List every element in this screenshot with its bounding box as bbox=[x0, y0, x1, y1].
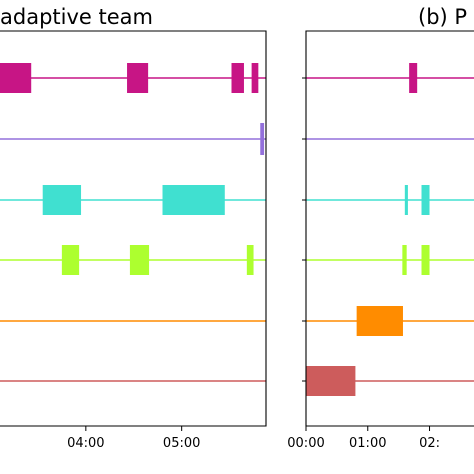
panel-b-plot-area bbox=[306, 63, 474, 396]
panel-b-row-2-segment-0 bbox=[404, 185, 408, 215]
panel-b-row-3-segment-0 bbox=[402, 245, 407, 275]
panel-a-row-0-segment-1 bbox=[127, 63, 149, 93]
panel-a-xtick-label-1: 05:00 bbox=[163, 436, 200, 451]
panel-b-row-2-segment-1 bbox=[421, 185, 430, 215]
panel-a-row-0-segment-2 bbox=[231, 63, 244, 93]
panel-a-frame bbox=[0, 30, 267, 427]
panel-b-xtick-label-1: 01:00 bbox=[349, 436, 386, 451]
panel-b: (b) P 00:00 01:00 02: bbox=[287, 5, 474, 451]
panel-a-row-2-segment-0 bbox=[42, 185, 82, 215]
panel-a: adaptive team 04:00 05:00 bbox=[0, 5, 267, 451]
panel-a-plot-area bbox=[0, 63, 266, 382]
panel-b-row-4-segment-0 bbox=[356, 306, 403, 336]
panel-a-row-0-segment-0 bbox=[0, 63, 32, 93]
panel-a-title: adaptive team bbox=[0, 5, 153, 29]
panel-b-xtick-label-2: 02: bbox=[419, 436, 440, 451]
panel-a-row-1-segment-0 bbox=[260, 123, 265, 155]
panel-a-xtick-label-0: 04:00 bbox=[67, 436, 104, 451]
panel-b-xtick-label-0: 00:00 bbox=[287, 436, 324, 451]
panel-b-row-0-segment-0 bbox=[409, 63, 418, 93]
panel-a-row-2-segment-1 bbox=[162, 185, 225, 215]
panel-a-row-0-segment-3 bbox=[251, 63, 259, 93]
panel-b-frame bbox=[305, 30, 474, 427]
panel-b-row-5-segment-0 bbox=[306, 366, 356, 396]
panel-a-row-3-segment-1 bbox=[129, 245, 150, 275]
panel-b-title: (b) P bbox=[418, 5, 467, 29]
panel-b-row-3-segment-1 bbox=[421, 245, 430, 275]
panel-a-row-3-segment-2 bbox=[246, 245, 254, 275]
panel-a-row-3-segment-0 bbox=[61, 245, 80, 275]
